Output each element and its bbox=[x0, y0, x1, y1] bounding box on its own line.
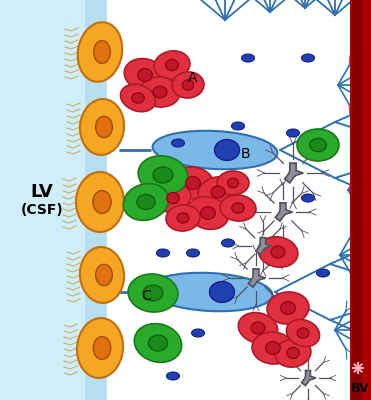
Ellipse shape bbox=[297, 328, 309, 338]
Ellipse shape bbox=[238, 313, 278, 343]
Ellipse shape bbox=[280, 302, 295, 314]
Ellipse shape bbox=[227, 178, 239, 188]
Ellipse shape bbox=[275, 339, 311, 367]
Ellipse shape bbox=[132, 93, 144, 103]
Ellipse shape bbox=[214, 140, 240, 160]
Ellipse shape bbox=[77, 318, 123, 378]
Ellipse shape bbox=[143, 285, 163, 301]
Ellipse shape bbox=[124, 59, 166, 91]
Bar bbox=[85, 0, 107, 400]
Ellipse shape bbox=[198, 177, 238, 207]
Ellipse shape bbox=[258, 237, 298, 267]
Polygon shape bbox=[302, 370, 316, 386]
Ellipse shape bbox=[93, 41, 110, 63]
Ellipse shape bbox=[76, 172, 124, 232]
Ellipse shape bbox=[166, 59, 178, 70]
Ellipse shape bbox=[232, 203, 244, 213]
Ellipse shape bbox=[177, 213, 189, 223]
Ellipse shape bbox=[316, 269, 329, 277]
Ellipse shape bbox=[220, 195, 256, 221]
Bar bbox=[352, 0, 362, 400]
Bar bbox=[0, 0, 105, 400]
Ellipse shape bbox=[186, 177, 200, 190]
Ellipse shape bbox=[302, 54, 315, 62]
Ellipse shape bbox=[252, 332, 294, 364]
Ellipse shape bbox=[128, 274, 178, 312]
Ellipse shape bbox=[155, 184, 191, 212]
Ellipse shape bbox=[191, 329, 204, 337]
Ellipse shape bbox=[171, 139, 184, 147]
Ellipse shape bbox=[153, 86, 167, 98]
Ellipse shape bbox=[297, 129, 339, 161]
Ellipse shape bbox=[152, 131, 278, 169]
Bar bbox=[350, 0, 371, 400]
Ellipse shape bbox=[140, 77, 180, 107]
Ellipse shape bbox=[157, 249, 170, 257]
Ellipse shape bbox=[221, 239, 234, 247]
Ellipse shape bbox=[210, 282, 234, 302]
Ellipse shape bbox=[172, 167, 214, 199]
Ellipse shape bbox=[80, 99, 124, 155]
Ellipse shape bbox=[148, 273, 272, 311]
Ellipse shape bbox=[80, 247, 124, 303]
Ellipse shape bbox=[121, 84, 155, 112]
Polygon shape bbox=[248, 269, 266, 287]
Ellipse shape bbox=[134, 324, 182, 362]
Ellipse shape bbox=[138, 156, 188, 194]
Ellipse shape bbox=[172, 72, 204, 98]
Ellipse shape bbox=[167, 372, 180, 380]
Ellipse shape bbox=[242, 54, 255, 62]
Ellipse shape bbox=[93, 190, 111, 214]
Polygon shape bbox=[285, 163, 303, 183]
Ellipse shape bbox=[96, 116, 112, 138]
Text: BV: BV bbox=[351, 382, 369, 394]
Ellipse shape bbox=[286, 129, 299, 137]
Ellipse shape bbox=[187, 197, 229, 229]
Polygon shape bbox=[275, 203, 292, 221]
Text: LV: LV bbox=[31, 183, 53, 201]
Ellipse shape bbox=[138, 69, 152, 81]
Ellipse shape bbox=[232, 122, 244, 130]
Ellipse shape bbox=[166, 205, 200, 231]
Text: (CSF): (CSF) bbox=[21, 203, 63, 217]
Ellipse shape bbox=[153, 167, 173, 183]
Ellipse shape bbox=[287, 347, 299, 358]
Ellipse shape bbox=[251, 322, 265, 334]
Ellipse shape bbox=[93, 337, 111, 359]
Ellipse shape bbox=[271, 246, 285, 258]
Ellipse shape bbox=[302, 194, 315, 202]
Ellipse shape bbox=[310, 138, 326, 152]
Ellipse shape bbox=[201, 206, 215, 219]
Ellipse shape bbox=[78, 22, 122, 82]
Text: B: B bbox=[240, 147, 250, 161]
Ellipse shape bbox=[154, 51, 190, 79]
Ellipse shape bbox=[183, 80, 194, 90]
Text: A: A bbox=[188, 71, 198, 85]
Ellipse shape bbox=[286, 320, 319, 346]
Ellipse shape bbox=[96, 264, 112, 286]
Text: C: C bbox=[141, 289, 151, 303]
Ellipse shape bbox=[137, 194, 155, 210]
Ellipse shape bbox=[211, 186, 225, 198]
Polygon shape bbox=[256, 238, 272, 254]
Ellipse shape bbox=[217, 171, 249, 195]
Ellipse shape bbox=[167, 192, 179, 204]
Ellipse shape bbox=[267, 292, 309, 324]
Ellipse shape bbox=[148, 335, 168, 351]
Ellipse shape bbox=[266, 342, 280, 354]
Ellipse shape bbox=[187, 249, 200, 257]
Ellipse shape bbox=[123, 184, 169, 220]
